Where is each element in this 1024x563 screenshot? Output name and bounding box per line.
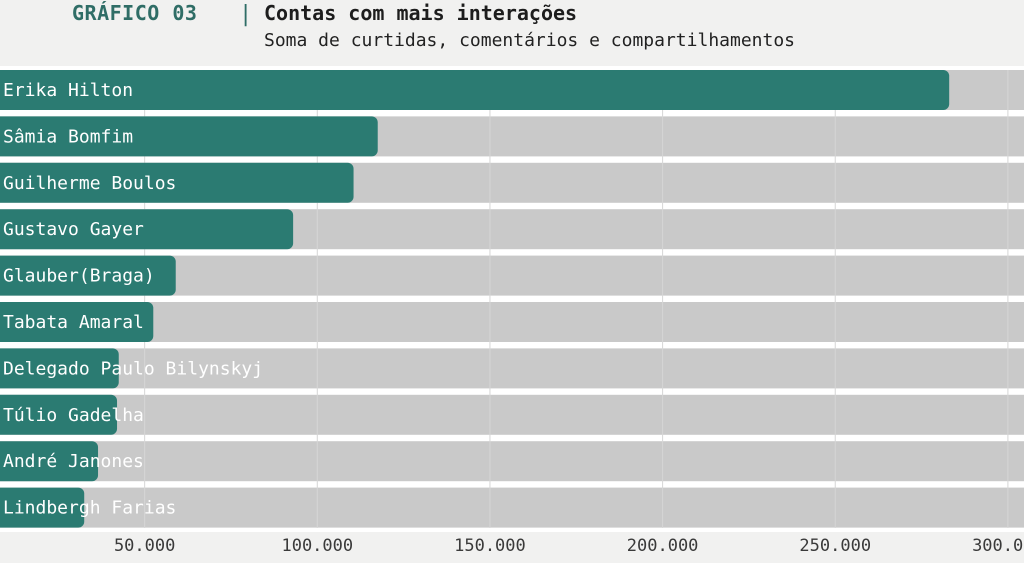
- bar: [0, 116, 378, 157]
- bar: [0, 302, 154, 342]
- bar-track: [0, 441, 1024, 482]
- bar-track: [0, 348, 1024, 389]
- bar-label: André Janones: [3, 451, 144, 472]
- chart-header: GRÁFICO 03 | Contas com mais interações …: [0, 0, 1024, 60]
- bar-track: [0, 487, 1024, 528]
- tick-label: 250.000: [799, 536, 871, 556]
- chart-code: GRÁFICO 03: [72, 1, 198, 25]
- bar-label: Gustavo Gayer: [3, 219, 144, 240]
- bar: [0, 70, 950, 110]
- bar: [0, 348, 119, 389]
- bar-label: Glauber(Braga): [3, 266, 155, 287]
- bar-label: Sâmia Bomfim: [3, 126, 133, 147]
- bar: [0, 487, 85, 528]
- header-divider: |: [239, 2, 253, 27]
- bar-track: [0, 302, 1024, 342]
- tick-label: 100.000: [281, 536, 353, 556]
- bar-label: Erika Hilton: [3, 80, 133, 101]
- tick-label: 50.000: [114, 536, 175, 556]
- bar-label: Guilherme Boulos: [3, 173, 176, 194]
- chart-subtitle: Soma de curtidas, comentários e comparti…: [264, 30, 796, 51]
- bar: [0, 162, 354, 203]
- bar: [0, 394, 118, 435]
- bar: [0, 209, 294, 250]
- bar-track: [0, 394, 1024, 435]
- tick-label: 300.000: [972, 536, 1024, 556]
- tick-label: 200.000: [627, 536, 699, 556]
- chart-title: Contas com mais interações: [264, 1, 578, 25]
- bar-label: Túlio Gadelha: [3, 405, 144, 426]
- bar: [0, 441, 99, 482]
- bar-label: Delegado Paulo Bilynskyj: [3, 358, 263, 379]
- tick-label: 150.000: [454, 536, 526, 556]
- bar: [0, 255, 176, 296]
- bar-label: Tabata Amaral: [3, 312, 144, 333]
- bar-label: Lindbergh Farias: [3, 498, 176, 519]
